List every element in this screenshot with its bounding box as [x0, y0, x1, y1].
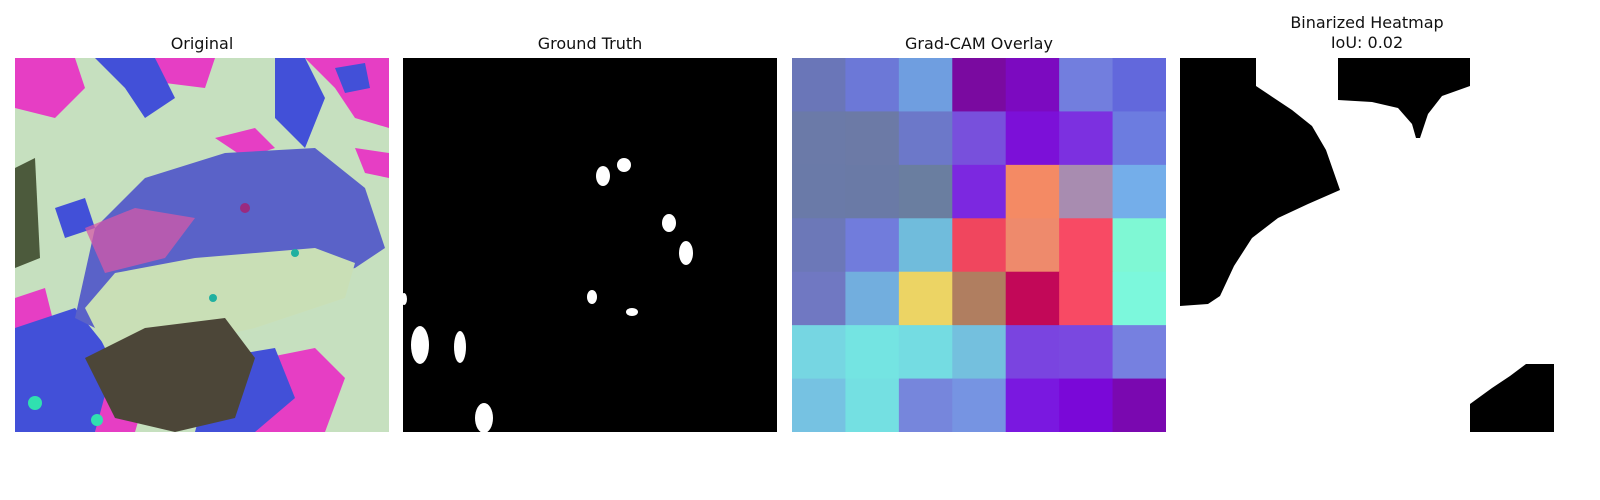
gradcam-cell — [792, 111, 847, 166]
gradcam-cell — [1112, 58, 1166, 113]
gradcam-cell — [845, 271, 900, 326]
gradcam-cell — [1059, 325, 1114, 380]
panel-ground-truth: Ground Truth — [403, 0, 777, 500]
gradcam-cell — [952, 164, 1007, 219]
gradcam-cell — [1112, 111, 1166, 166]
gradcam-cell — [1112, 271, 1166, 326]
gradcam-cell — [952, 325, 1007, 380]
gradcam-cell — [1059, 111, 1114, 166]
gradcam-cell — [898, 271, 953, 326]
gradcam-cell — [952, 58, 1007, 113]
gradcam-cell — [1112, 325, 1166, 380]
gradcam-cell — [1005, 325, 1060, 380]
gradcam-cell — [792, 164, 847, 219]
gradcam-cell — [952, 111, 1007, 166]
gradcam-cell — [792, 58, 847, 113]
gradcam-cell — [1005, 164, 1060, 219]
gradcam-cell — [845, 325, 900, 380]
panel-title-gradcam: Grad-CAM Overlay — [905, 34, 1053, 53]
panel-title-original: Original — [170, 34, 234, 53]
gradcam-cell — [845, 111, 900, 166]
gradcam-cell — [952, 271, 1007, 326]
gradcam-cell — [898, 378, 953, 432]
gradcam-cell — [898, 164, 953, 219]
gradcam-cell — [845, 164, 900, 219]
original-image — [15, 58, 389, 432]
gradcam-cell — [1112, 164, 1166, 219]
panel-gradcam-overlay: Grad-CAM Overlay — [792, 0, 1166, 500]
gradcam-cell — [1059, 218, 1114, 273]
gradcam-cell — [845, 218, 900, 273]
gradcam-cell — [1059, 164, 1114, 219]
gradcam-cell — [845, 378, 900, 432]
gradcam-cell — [952, 218, 1007, 273]
gradcam-cell — [898, 111, 953, 166]
gradcam-cell — [952, 378, 1007, 432]
gradcam-cell — [1005, 58, 1060, 113]
gradcam-cell — [1005, 218, 1060, 273]
gradcam-cell — [1059, 58, 1114, 113]
panel-original: Original — [15, 0, 389, 500]
gradcam-cell — [845, 58, 900, 113]
gradcam-cell — [792, 378, 847, 432]
gradcam-cell — [898, 325, 953, 380]
gradcam-cell — [1059, 378, 1114, 432]
binarized-heatmap-image — [1180, 58, 1554, 432]
gradcam-cell — [792, 325, 847, 380]
gradcam-cell — [1059, 271, 1114, 326]
gradcam-overlay-image — [792, 58, 1166, 432]
panel-title-ground-truth: Ground Truth — [537, 34, 643, 53]
gradcam-cell — [1112, 378, 1166, 432]
ground-truth-mask — [403, 58, 777, 432]
gradcam-cell — [1005, 378, 1060, 432]
panel-title-binarized: Binarized Heatmap IoU: 0.02 — [1290, 13, 1444, 52]
gradcam-cell — [898, 218, 953, 273]
gradcam-cell — [1005, 111, 1060, 166]
gradcam-cell — [1112, 218, 1166, 273]
gradcam-cell — [792, 218, 847, 273]
gradcam-cell — [898, 58, 953, 113]
gradcam-cell — [1005, 271, 1060, 326]
panel-binarized-heatmap: Binarized Heatmap IoU: 0.02 — [1180, 0, 1554, 500]
gradcam-cell — [792, 271, 847, 326]
